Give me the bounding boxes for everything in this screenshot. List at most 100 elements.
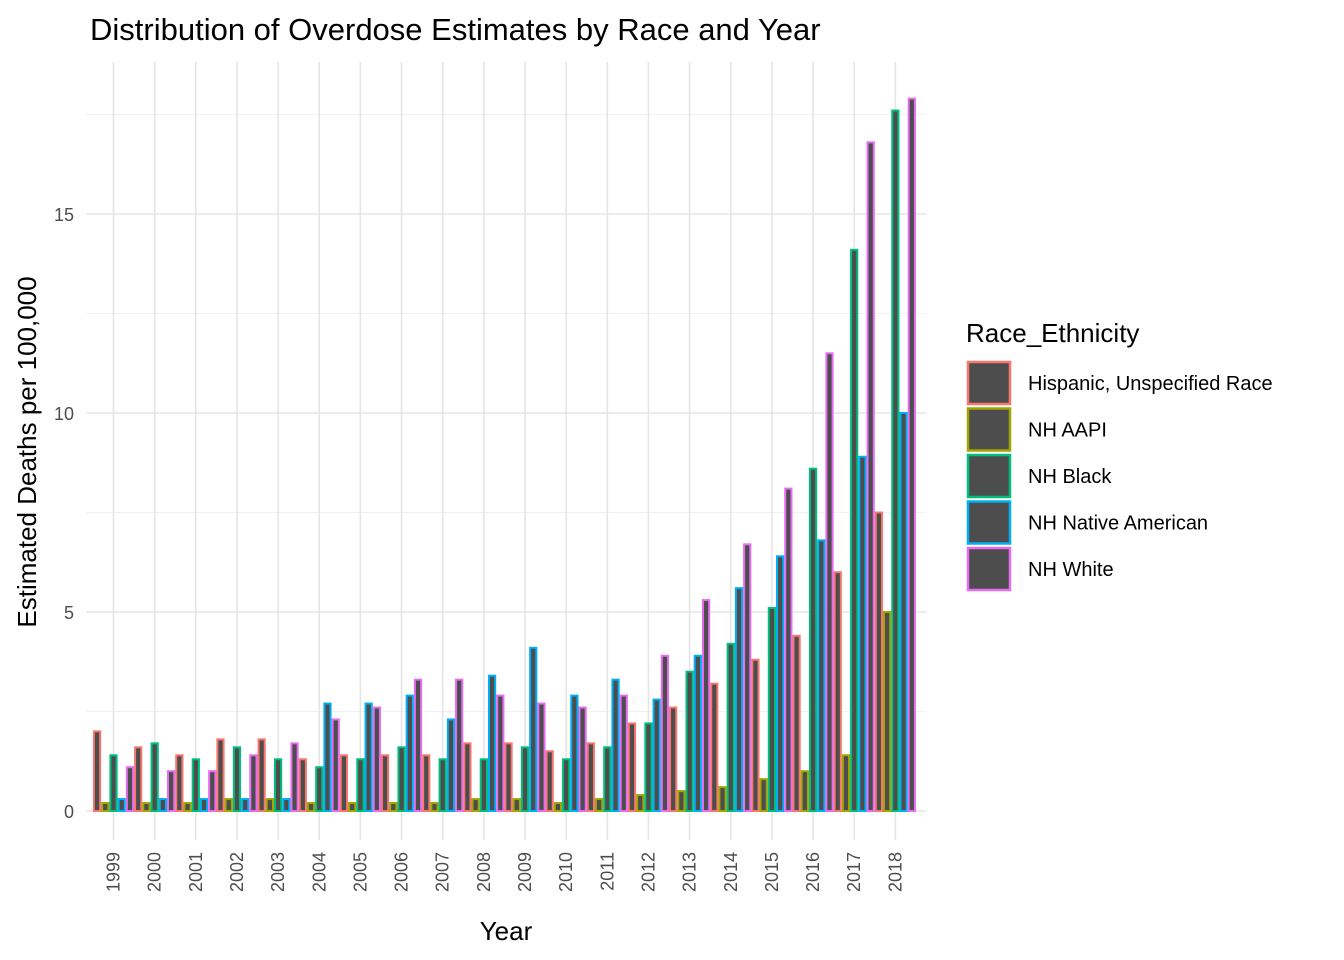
- y-tick-label: 10: [54, 404, 74, 424]
- y-axis-title: Estimated Deaths per 100,000: [12, 276, 42, 627]
- bar-nh-aapi-2003: [265, 798, 274, 812]
- bar-nh-white-2004: [331, 718, 340, 813]
- x-tick-label: 2010: [556, 852, 576, 892]
- bar-nh-aapi-2014: [718, 786, 727, 812]
- x-tick-label: 2004: [309, 852, 329, 892]
- bar-nh-native-american-2003: [282, 798, 291, 812]
- bar-hispanic-unspecified-race-2012: [627, 722, 637, 812]
- x-tick-label: 2000: [145, 852, 165, 892]
- bar-hispanic-unspecified-race-2017: [833, 571, 842, 813]
- bar-hispanic-unspecified-race-1999: [92, 730, 102, 813]
- bar-nh-native-american-2016: [817, 539, 826, 812]
- bar-hispanic-unspecified-race-2005: [339, 754, 349, 813]
- bar-nh-white-2011: [619, 694, 628, 813]
- bar-hispanic-unspecified-race-2007: [422, 754, 431, 813]
- bar-nh-aapi-2007: [430, 802, 439, 812]
- bar-nh-black-2007: [438, 758, 447, 813]
- legend-label: Hispanic, Unspecified Race: [1028, 373, 1273, 395]
- bar-nh-native-american-2007: [446, 718, 456, 813]
- bar-nh-aapi-2000: [142, 802, 151, 812]
- x-tick-label: 2013: [680, 852, 700, 892]
- bar-nh-white-1999: [125, 766, 135, 812]
- x-tick-label: 2003: [268, 852, 288, 892]
- bar-nh-native-american-2009: [529, 646, 538, 812]
- bar-hispanic-unspecified-race-2018: [874, 511, 884, 812]
- bar-hispanic-unspecified-race-2014: [710, 682, 719, 813]
- bar-nh-black-2013: [685, 670, 694, 813]
- bar-hispanic-unspecified-race-2013: [669, 706, 678, 813]
- x-tick-label: 2014: [721, 852, 741, 892]
- bar-nh-native-american-2005: [364, 702, 373, 812]
- bar-nh-aapi-2012: [636, 794, 645, 813]
- bar-nh-black-2010: [562, 758, 571, 813]
- x-axis: 1999 2000 2001 2002 2003 2004 2005 2006 2007 2008…: [104, 852, 906, 892]
- legend-swatch: [966, 407, 1012, 452]
- y-tick-label: 0: [64, 802, 74, 822]
- legend-label: NH Black: [1028, 466, 1112, 488]
- bar-hispanic-unspecified-race-2002: [216, 738, 225, 812]
- x-tick-label: 2011: [597, 852, 617, 891]
- bar-nh-white-2000: [166, 770, 176, 813]
- bar-nh-white-2008: [496, 694, 505, 813]
- bar-nh-aapi-2002: [224, 798, 233, 812]
- legend-label: NH AAPI: [1028, 420, 1107, 442]
- bar-nh-native-american-2014: [734, 587, 744, 812]
- bar-nh-white-2016: [825, 352, 834, 812]
- bar-hispanic-unspecified-race-2016: [792, 634, 801, 812]
- bar-nh-aapi-2005: [348, 802, 357, 812]
- bar-nh-black-2018: [891, 109, 900, 812]
- x-tick-label: 2016: [803, 852, 823, 892]
- bar-nh-aapi-2013: [677, 790, 686, 812]
- y-tick-label: 5: [64, 603, 74, 623]
- x-tick-label: 2008: [474, 852, 494, 892]
- bar-nh-native-american-2002: [241, 798, 250, 812]
- bar-nh-black-2017: [850, 248, 859, 812]
- bar-nh-aapi-2006: [389, 802, 398, 812]
- legend-title: Race_Ethnicity: [966, 318, 1139, 348]
- x-tick-label: 2018: [885, 852, 905, 892]
- x-tick-label: 2001: [186, 852, 206, 892]
- legend-label: NH Native American: [1028, 513, 1208, 535]
- bar-nh-black-2011: [603, 746, 612, 813]
- bar-hispanic-unspecified-race-2006: [380, 754, 390, 813]
- bar-hispanic-unspecified-race-2004: [298, 758, 307, 813]
- bar-nh-aapi-2015: [759, 778, 768, 812]
- bar-nh-black-2001: [191, 758, 200, 813]
- bar-nh-native-american-2015: [776, 555, 785, 813]
- bar-nh-white-2017: [866, 141, 875, 813]
- bar-nh-white-2002: [249, 754, 258, 813]
- bar-nh-white-2003: [290, 742, 299, 813]
- bar-nh-black-2002: [232, 746, 242, 813]
- bar-nh-aapi-2011: [594, 798, 604, 812]
- y-tick-label: 15: [54, 205, 74, 225]
- bar-nh-white-2012: [660, 654, 670, 813]
- bar-nh-black-2003: [273, 758, 283, 813]
- bar-nh-white-2007: [455, 678, 464, 812]
- bar-nh-black-2000: [150, 742, 159, 813]
- bar-nh-native-american-1999: [117, 798, 126, 812]
- bar-nh-black-2015: [767, 607, 777, 813]
- bar-nh-native-american-2001: [199, 798, 209, 812]
- bar-nh-white-2009: [537, 702, 546, 812]
- bar-hispanic-unspecified-race-2015: [751, 658, 760, 813]
- bar-nh-native-american-2011: [611, 678, 620, 812]
- bar-nh-aapi-2016: [800, 770, 809, 813]
- bar-hispanic-unspecified-race-2008: [463, 742, 472, 813]
- bar-nh-white-2013: [701, 599, 711, 812]
- bar-nh-native-american-2010: [570, 694, 579, 813]
- bar-nh-aapi-2018: [883, 611, 892, 812]
- bar-nh-aapi-2017: [841, 754, 851, 813]
- bar-nh-black-2004: [315, 766, 324, 812]
- bar-hispanic-unspecified-race-2003: [257, 738, 266, 812]
- bar-nh-native-american-2006: [405, 694, 414, 813]
- bar-nh-aapi-2008: [471, 798, 480, 812]
- x-tick-label: 2017: [844, 852, 864, 892]
- legend-label: NH White: [1028, 559, 1114, 581]
- bar-nh-native-american-2008: [487, 674, 497, 812]
- bar-hispanic-unspecified-race-2000: [134, 746, 143, 813]
- x-tick-label: 2009: [515, 852, 535, 892]
- x-axis-title: Year: [480, 916, 533, 946]
- bar-nh-black-1999: [109, 754, 118, 813]
- bar-nh-native-american-2004: [323, 702, 332, 812]
